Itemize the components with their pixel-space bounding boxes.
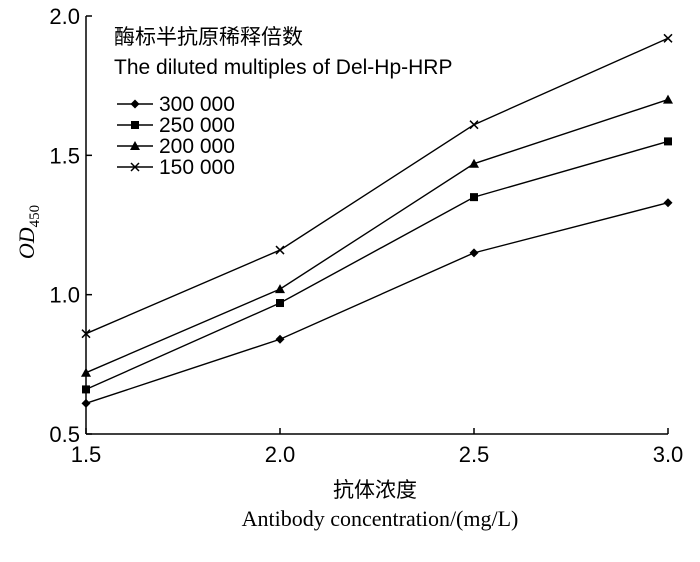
data-point (663, 198, 673, 208)
x-axis-title-en: Antibody concentration/(mg/L) (242, 506, 519, 531)
legend-item: 300 000 (117, 93, 235, 116)
y-tick-label: 1.0 (49, 283, 80, 308)
series-group (81, 33, 673, 408)
x-tick-label: 2.5 (459, 442, 490, 467)
series-line (85, 37, 669, 335)
x-tick-label: 1.5 (71, 442, 102, 467)
data-point (81, 329, 91, 339)
y-axis-title-subscript: 450 (27, 205, 43, 228)
legend-item: 150 000 (117, 156, 235, 179)
y-tick-label: 0.5 (49, 422, 80, 447)
y-axis-title-main: OD (14, 227, 39, 259)
data-point (469, 248, 479, 258)
data-point (469, 120, 479, 130)
legend-marker (130, 162, 140, 172)
data-point (275, 284, 285, 294)
axes (85, 16, 668, 435)
ticks: 0.5 1.0 1.5 2.0 1.5 2.0 2.5 3.0 (49, 4, 683, 467)
legend-item: 250 000 (117, 114, 235, 137)
legend-subtitle: The diluted multiples of Del-Hp-HRP (114, 56, 452, 79)
legend-marker (131, 121, 139, 129)
legend-label: 150 000 (159, 156, 235, 179)
data-point (81, 367, 91, 377)
data-point (275, 334, 285, 344)
data-point (470, 193, 478, 202)
data-point (81, 398, 91, 408)
y-axis-title: OD450 (14, 205, 43, 259)
legend-label: 200 000 (159, 135, 235, 158)
legend-item: 200 000 (117, 135, 235, 158)
x-axis-title-cn: 抗体浓度 (333, 478, 417, 502)
data-point (82, 385, 90, 394)
series-line (85, 202, 669, 405)
x-tick-label: 2.0 (265, 442, 296, 467)
series-line (85, 98, 669, 374)
series-4 (81, 33, 673, 339)
data-point (663, 94, 673, 104)
legend-label: 300 000 (159, 93, 235, 116)
series-1 (81, 198, 673, 408)
data-point (275, 245, 285, 255)
series-line (85, 140, 669, 391)
y-tick-label: 2.0 (49, 4, 80, 29)
data-point (469, 158, 479, 168)
legend-label: 250 000 (159, 114, 235, 137)
series-3 (81, 94, 673, 377)
legend-marker (130, 141, 140, 150)
legend-title: 酶标半抗原稀释倍数 (114, 25, 303, 49)
y-tick-label: 1.5 (49, 143, 80, 168)
data-point (663, 33, 673, 43)
data-point (664, 137, 672, 146)
x-tick-label: 3.0 (653, 442, 684, 467)
legend-marker (130, 99, 140, 109)
series-2 (82, 137, 672, 394)
data-point (276, 299, 284, 308)
